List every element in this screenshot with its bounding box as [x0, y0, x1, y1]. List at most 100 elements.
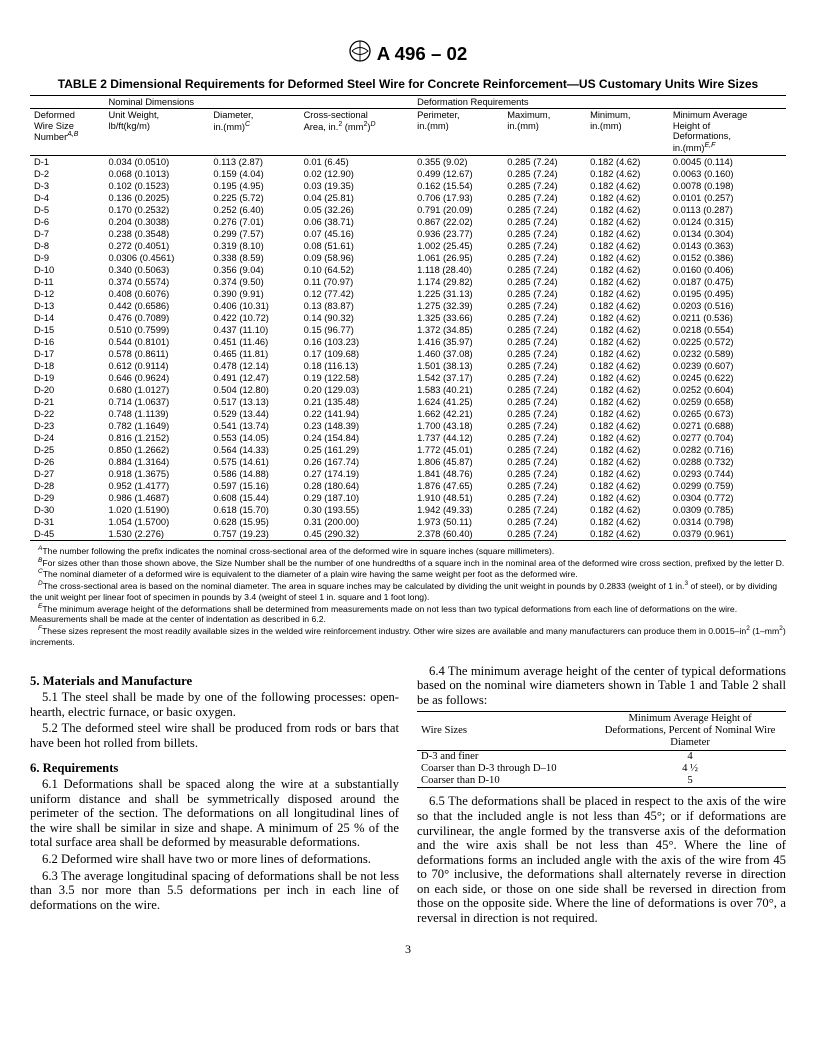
table-cell: 0.11 (70.97): [300, 276, 414, 288]
table-cell: 1.841 (48.76): [413, 468, 503, 480]
table-cell: 0.476 (0.7089): [105, 312, 210, 324]
table-cell: D-25: [30, 444, 105, 456]
table-cell: 0.16 (103.23): [300, 336, 414, 348]
table-cell: 1.737 (44.12): [413, 432, 503, 444]
table-cell: 0.748 (1.1139): [105, 408, 210, 420]
table-cell: 0.374 (0.5574): [105, 276, 210, 288]
table-cell: 1.372 (34.85): [413, 324, 503, 336]
table-cell: 0.182 (4.62): [586, 288, 669, 300]
table-cell: 0.285 (7.24): [503, 216, 586, 228]
table-cell: 0.285 (7.24): [503, 456, 586, 468]
table-cell: 0.162 (15.54): [413, 180, 503, 192]
table-cell: 0.285 (7.24): [503, 168, 586, 180]
table-cell: 0.285 (7.24): [503, 360, 586, 372]
table-cell: 0.517 (13.13): [209, 396, 299, 408]
table-row: D-40.136 (0.2025)0.225 (5.72)0.04 (25.81…: [30, 192, 786, 204]
footnote: FThese sizes represent the most readily …: [30, 625, 786, 648]
table-cell: 0.285 (7.24): [503, 252, 586, 264]
table-cell: 0.182 (4.62): [586, 324, 669, 336]
table-cell: 0.586 (14.88): [209, 468, 299, 480]
table-cell: 0.182 (4.62): [586, 408, 669, 420]
table-row: D-260.884 (1.3164)0.575 (14.61)0.26 (167…: [30, 456, 786, 468]
table-cell: 0.714 (1.0637): [105, 396, 210, 408]
table-cell: 0.544 (0.8101): [105, 336, 210, 348]
table-cell: D-16: [30, 336, 105, 348]
table-cell: 0.0203 (0.516): [669, 300, 786, 312]
table-cell: 0.285 (7.24): [503, 336, 586, 348]
table-cell: D-23: [30, 420, 105, 432]
table-row: D-70.238 (0.3548)0.299 (7.57)0.07 (45.16…: [30, 228, 786, 240]
paragraph: 5.2 The deformed steel wire shall be pro…: [30, 721, 399, 750]
table-row: D-90.0306 (0.4561)0.338 (8.59)0.09 (58.9…: [30, 252, 786, 264]
table-cell: 0.374 (9.50): [209, 276, 299, 288]
table-cell: 0.0299 (0.759): [669, 480, 786, 492]
table-cell: 0.45 (290.32): [300, 528, 414, 541]
table-cell: 0.136 (0.2025): [105, 192, 210, 204]
paragraph: 6.1 Deformations shall be spaced along t…: [30, 777, 399, 850]
table-row: D-230.782 (1.1649)0.541 (13.74)0.23 (148…: [30, 420, 786, 432]
table-cell: 1.662 (42.21): [413, 408, 503, 420]
table-cell: D-24: [30, 432, 105, 444]
table-cell: D-3: [30, 180, 105, 192]
table-cell: 0.25 (161.29): [300, 444, 414, 456]
table-cell: 0.17 (109.68): [300, 348, 414, 360]
left-column: 5. Materials and Manufacture5.1 The stee…: [30, 664, 399, 928]
table-cell: 0.986 (1.4687): [105, 492, 210, 504]
table-cell: 0.319 (8.10): [209, 240, 299, 252]
table-cell: 0.612 (0.9114): [105, 360, 210, 372]
table-row: D-180.612 (0.9114)0.478 (12.14)0.18 (116…: [30, 360, 786, 372]
table-cell: 1.542 (37.17): [413, 372, 503, 384]
table-cell: D-29: [30, 492, 105, 504]
table-cell: 0.182 (4.62): [586, 456, 669, 468]
table-cell: 0.491 (12.47): [209, 372, 299, 384]
table-cell: 0.791 (20.09): [413, 204, 503, 216]
table-cell: 0.28 (180.64): [300, 480, 414, 492]
table-cell: 0.0239 (0.607): [669, 360, 786, 372]
table-cell: 0.285 (7.24): [503, 372, 586, 384]
table-cell: 0.0309 (0.785): [669, 504, 786, 516]
table-cell: 0.575 (14.61): [209, 456, 299, 468]
footnotes: AThe number following the prefix indicat…: [30, 545, 786, 648]
table-cell: 0.0101 (0.257): [669, 192, 786, 204]
table-cell: 0.30 (193.55): [300, 504, 414, 516]
table-cell: 0.437 (11.10): [209, 324, 299, 336]
table-cell: 0.08 (51.61): [300, 240, 414, 252]
table-cell: 0.285 (7.24): [503, 420, 586, 432]
table-cell: 0.182 (4.62): [586, 216, 669, 228]
table-cell: 0.182 (4.62): [586, 528, 669, 541]
table-cell: 0.19 (122.58): [300, 372, 414, 384]
table-cell: 0.182 (4.62): [586, 348, 669, 360]
table-cell: 0.13 (83.87): [300, 300, 414, 312]
table-cell: 1.910 (48.51): [413, 492, 503, 504]
table-cell: 0.0252 (0.604): [669, 384, 786, 396]
table-cell: 0.867 (22.02): [413, 216, 503, 228]
table-row: D-10.034 (0.0510)0.113 (2.87)0.01 (6.45)…: [30, 155, 786, 168]
table-cell: 0.0152 (0.386): [669, 252, 786, 264]
table-cell: 0.340 (0.5063): [105, 264, 210, 276]
doc-header-text: A 496 – 02: [377, 43, 468, 65]
table-cell: 0.0314 (0.798): [669, 516, 786, 528]
table-cell: 0.285 (7.24): [503, 240, 586, 252]
table-cell: 0.034 (0.0510): [105, 155, 210, 168]
table-cell: 0.26 (167.74): [300, 456, 414, 468]
table-cell: 0.390 (9.91): [209, 288, 299, 300]
table-row: D-190.646 (0.9624)0.491 (12.47)0.19 (122…: [30, 372, 786, 384]
mini-cell: 4 ½: [594, 763, 786, 775]
table-cell: 0.285 (7.24): [503, 348, 586, 360]
table-cell: 0.182 (4.62): [586, 468, 669, 480]
table-cell: 1.061 (26.95): [413, 252, 503, 264]
col-header-6: Minimum,in.(mm): [586, 109, 669, 156]
table-cell: 0.442 (0.6586): [105, 300, 210, 312]
mini-cell: Coarser than D-10: [417, 775, 594, 788]
table-cell: 1.700 (43.18): [413, 420, 503, 432]
table-cell: 0.0113 (0.287): [669, 204, 786, 216]
table-cell: 1.002 (25.45): [413, 240, 503, 252]
table-row: D-110.374 (0.5574)0.374 (9.50)0.11 (70.9…: [30, 276, 786, 288]
table-cell: 0.408 (0.6076): [105, 288, 210, 300]
table-row: D-280.952 (1.4177)0.597 (15.16)0.28 (180…: [30, 480, 786, 492]
table-cell: 0.18 (116.13): [300, 360, 414, 372]
table-cell: 0.0218 (0.554): [669, 324, 786, 336]
table-cell: 0.182 (4.62): [586, 360, 669, 372]
table-cell: 0.272 (0.4051): [105, 240, 210, 252]
mini-row: Coarser than D-105: [417, 775, 786, 788]
